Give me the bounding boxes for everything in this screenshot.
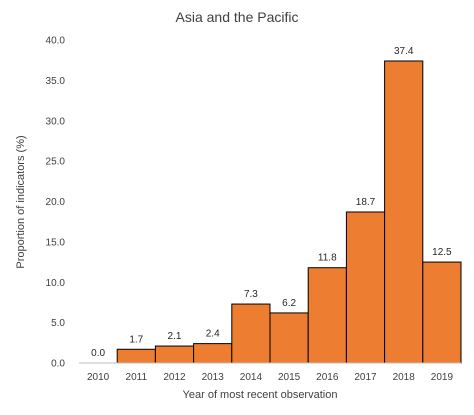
y-tick-label: 0.0 [51, 359, 65, 370]
y-tick-label: 20.0 [46, 197, 66, 208]
x-tick-label: 2010 [87, 372, 110, 383]
data-label-2017: 18.7 [356, 197, 376, 208]
chart-title: Asia and the Pacific [176, 9, 299, 25]
x-axis-ticks: 2010 2011 2012 2013 2014 2015 2016 2017 2018 2019 [87, 372, 453, 383]
y-tick-label: 30.0 [46, 116, 66, 127]
bar-2016 [307, 267, 347, 364]
bar-2017 [345, 211, 386, 364]
y-axis-ticks: 0.0 5.0 10.0 15.0 20.0 25.0 30.0 35.0 40.0 [46, 36, 66, 370]
data-label-2012: 2.1 [168, 331, 182, 342]
x-tick-label: 2016 [316, 372, 339, 383]
data-label-2013: 2.4 [206, 329, 220, 340]
y-tick-label: 10.0 [46, 278, 66, 289]
data-label-2011: 1.7 [129, 334, 143, 345]
y-tick-label: 15.0 [46, 237, 66, 248]
bar-2019 [422, 261, 462, 364]
data-labels-group: 0.0 1.7 2.1 2.4 7.3 6.2 11.8 18.7 37.4 12.5 [91, 46, 452, 359]
y-axis-label: Proportion of indicators (%) [15, 135, 27, 268]
x-tick-label: 2015 [278, 372, 301, 383]
data-label-2015: 6.2 [282, 298, 296, 309]
x-tick-label: 2011 [126, 372, 148, 383]
x-tick-label: 2012 [163, 372, 186, 383]
y-tick-label: 35.0 [46, 76, 66, 87]
bar-2011 [116, 348, 156, 364]
data-label-2010: 0.0 [91, 348, 105, 359]
data-label-2014: 7.3 [244, 289, 258, 300]
data-label-2019: 12.5 [432, 247, 452, 258]
x-tick-label: 2014 [240, 372, 263, 383]
bar-2014 [231, 303, 271, 364]
bars-group [116, 60, 462, 364]
data-label-2018: 37.4 [394, 46, 414, 57]
x-axis-label: Year of most recent observation [183, 389, 338, 401]
y-tick-label: 5.0 [51, 318, 65, 329]
x-tick-label: 2017 [354, 372, 377, 383]
bar-2013 [193, 343, 233, 364]
data-label-2016: 11.8 [318, 253, 337, 264]
bar-2012 [154, 345, 195, 364]
x-tick-label: 2019 [431, 372, 454, 383]
x-tick-label: 2018 [393, 372, 416, 383]
x-tick-label: 2013 [202, 372, 225, 383]
y-tick-label: 25.0 [46, 157, 66, 168]
bar-2015 [269, 312, 309, 364]
bar-2018 [384, 60, 424, 364]
y-tick-label: 40.0 [46, 36, 66, 47]
